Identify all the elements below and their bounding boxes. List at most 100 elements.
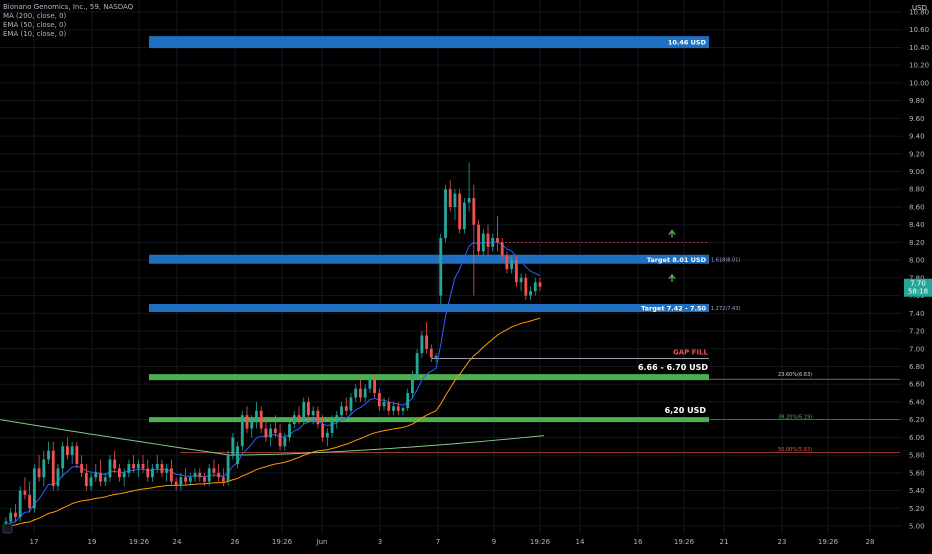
candle: [344, 397, 348, 416]
candle: [363, 384, 367, 402]
candle-body: [221, 477, 225, 482]
x-tick-label: 16: [634, 538, 643, 546]
time-axis[interactable]: 17 19 19:26 24 26 19:26 Jun 3 7 9 19:26 14 16 19:26 21…: [2, 523, 874, 546]
candle-body: [491, 237, 495, 247]
candle: [524, 273, 528, 301]
candle-body: [66, 446, 69, 456]
candle: [392, 401, 395, 416]
y-tick-label: 6.40: [909, 398, 925, 406]
candle: [278, 424, 282, 451]
candle-body: [396, 406, 400, 411]
candle-body: [108, 459, 112, 478]
candle: [349, 393, 353, 416]
y-tick-label: 5.80: [909, 452, 925, 460]
candle-body: [382, 401, 386, 407]
candle: [283, 432, 287, 451]
x-tick-label: 19:26: [530, 538, 551, 546]
candle: [56, 463, 60, 491]
candle-body: [514, 260, 518, 283]
candle-body: [9, 512, 13, 522]
candle: [373, 375, 377, 398]
candle-body: [226, 455, 230, 482]
y-tick-label: 9.00: [909, 168, 925, 176]
candle-body: [524, 277, 528, 296]
candle: [410, 370, 414, 398]
candle: [108, 455, 112, 482]
candle-body: [510, 260, 514, 269]
candle-body: [141, 463, 145, 469]
candle-body: [174, 481, 178, 487]
y-tick-label: 6.00: [909, 434, 925, 442]
y-tick-label: 7.80: [909, 274, 925, 282]
candle: [425, 322, 429, 354]
candle: [462, 198, 466, 234]
price-axis[interactable]: 10.80 10.60 10.40 10.20 10.00 9.80 9.60 9.40 9.2…: [904, 4, 932, 531]
candle-body: [363, 388, 367, 398]
candle-body: [387, 401, 391, 411]
last-price-badge[interactable]: [904, 278, 932, 297]
candle: [160, 459, 164, 478]
x-tick-label: 21: [720, 538, 729, 546]
y-tick-label: 6.80: [909, 363, 925, 371]
candle: [533, 277, 537, 296]
candle-body: [198, 472, 202, 478]
candle: [335, 410, 339, 429]
candle-body: [212, 468, 216, 473]
indicator-ema50[interactable]: EMA (50, close, 0): [3, 21, 67, 29]
candle-body: [61, 446, 65, 469]
candle-body: [467, 198, 471, 203]
chart-legend: Bionano Genomics, Inc., 59, NASDAQ MA (2…: [3, 3, 133, 39]
replay-icon[interactable]: [2, 523, 13, 534]
fib-label: 23.60%(6.63): [778, 372, 812, 378]
candle-body: [425, 335, 429, 349]
candle: [66, 437, 69, 460]
fib-label: 1.272(7.43): [711, 306, 740, 312]
candle: [80, 455, 84, 478]
x-tick-label: 23: [778, 538, 787, 546]
candle: [467, 162, 471, 212]
x-tick-label: 19:26: [129, 538, 150, 546]
candle-body: [32, 468, 36, 509]
candle: [169, 459, 173, 487]
currency-label: USD: [912, 4, 927, 12]
candle: [368, 375, 372, 394]
target-arrow-icon: [668, 229, 676, 238]
x-tick-label: 26: [231, 538, 240, 546]
candle-body: [84, 472, 88, 487]
candle-body: [377, 393, 381, 407]
candle: [226, 450, 230, 487]
candle-body: [18, 490, 22, 518]
y-tick-label: 8.00: [909, 257, 925, 265]
candle: [448, 180, 452, 212]
candle: [486, 224, 490, 256]
candle-body: [42, 459, 46, 478]
target-arrow-icon: [668, 273, 676, 282]
candle-body: [259, 410, 263, 429]
candle-body: [519, 277, 523, 283]
indicator-ma200[interactable]: MA (200, close, 0): [3, 12, 67, 20]
fib-50-label: 50.00%(5.83): [778, 447, 812, 453]
candle: [453, 189, 457, 221]
candle: [273, 415, 277, 438]
candle-body: [188, 477, 192, 482]
candle: [406, 388, 410, 411]
zone-band: [149, 36, 709, 49]
candle: [165, 463, 169, 482]
candle-body: [146, 468, 150, 478]
candle: [311, 406, 315, 425]
moving-averages: [0, 241, 545, 527]
candle: [514, 255, 518, 287]
candle: [61, 441, 65, 478]
candle: [245, 406, 249, 433]
candle: [505, 251, 509, 274]
candle-body: [37, 468, 41, 478]
candle: [47, 441, 50, 464]
indicator-ema10[interactable]: EMA (10, close, 0): [3, 30, 67, 38]
y-tick-label: 10.80: [909, 9, 929, 17]
y-tick-label: 10.40: [909, 44, 929, 52]
candle: [316, 406, 320, 429]
candle-body: [283, 437, 287, 447]
x-tick-label: 19: [88, 538, 97, 546]
